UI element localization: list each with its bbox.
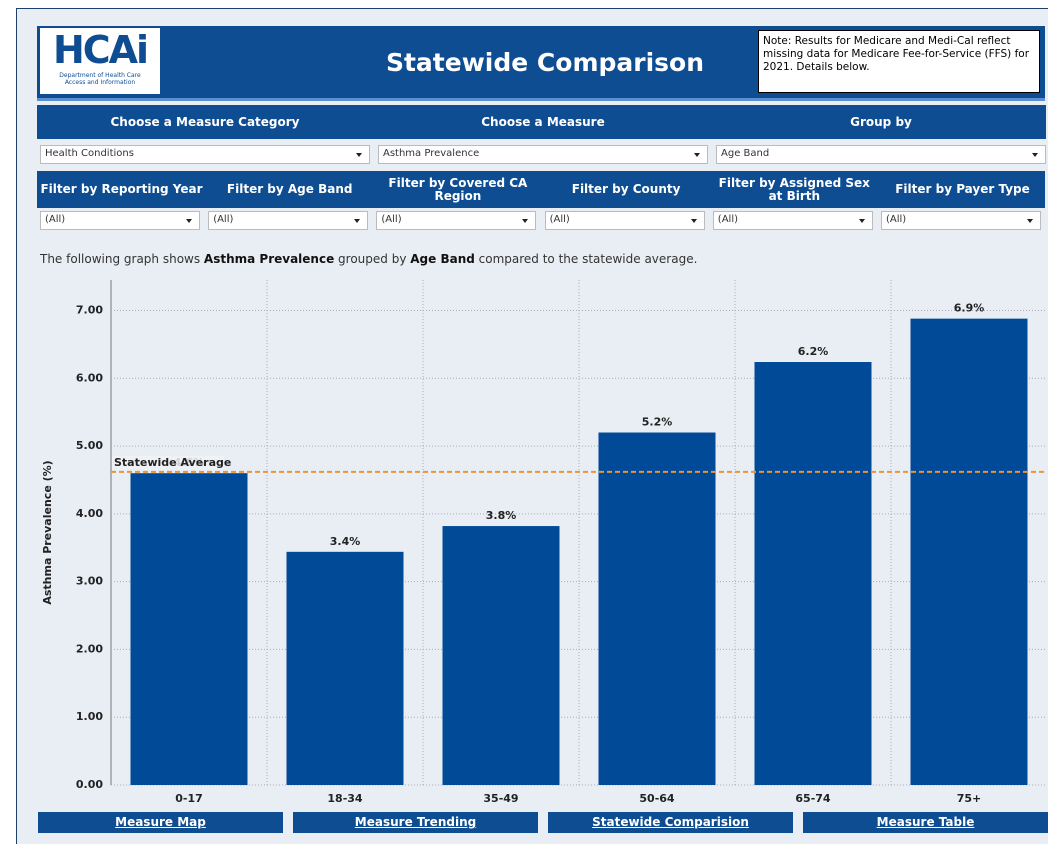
filter-label: Filter by Assigned Sex at Birth <box>712 171 876 208</box>
dropdown[interactable]: Asthma Prevalence <box>378 145 708 164</box>
data-label: 3.8% <box>486 509 517 522</box>
dropdown[interactable]: (All) <box>208 211 369 230</box>
desc-text: grouped by <box>334 252 411 266</box>
nav-button[interactable]: Measure Table <box>803 812 1048 833</box>
label-bar-bg <box>37 171 1045 208</box>
dropdown[interactable]: Health Conditions <box>40 145 370 164</box>
logo-subtext: Department of Health Care Access and Inf… <box>59 72 141 86</box>
bar <box>910 318 1028 785</box>
dropdown[interactable]: (All) <box>544 211 705 230</box>
y-tick-label: 1.00 <box>76 710 103 723</box>
y-tick-label: 2.00 <box>76 642 103 655</box>
y-axis-label: Asthma Prevalence (%) <box>41 460 54 604</box>
filter-label: Filter by Age Band <box>208 171 372 208</box>
nav-button[interactable]: Measure Map <box>38 812 283 833</box>
selector-label: Choose a Measure Category <box>40 105 370 139</box>
description: The following graph shows Asthma Prevale… <box>40 252 697 266</box>
x-tick-label: 50-64 <box>639 792 675 805</box>
x-tick-label: 35-49 <box>483 792 518 805</box>
y-tick-label: 6.00 <box>76 371 103 384</box>
y-tick-label: 3.00 <box>76 575 103 588</box>
reference-label-bg <box>112 455 224 470</box>
x-tick-label: 0-17 <box>175 792 203 805</box>
bar <box>442 526 560 785</box>
dropdown[interactable]: (All) <box>712 211 873 230</box>
logo[interactable]: HCAi Department of Health Care Access an… <box>40 28 160 94</box>
desc-measure: Asthma Prevalence <box>203 252 335 266</box>
bar <box>598 432 716 785</box>
bar <box>130 473 248 785</box>
filter-label: Filter by Covered CA Region <box>376 171 540 208</box>
desc-group: Age Band <box>410 252 475 266</box>
filter-label: Filter by Reporting Year <box>40 171 203 208</box>
dropdown[interactable]: (All) <box>881 211 1041 230</box>
data-label: 6.2% <box>798 345 829 358</box>
note: Note: Results for Medicare and Medi-Cal … <box>758 30 1040 93</box>
bar <box>754 362 872 785</box>
x-tick-label: 18-34 <box>327 792 363 805</box>
y-tick-label: 4.00 <box>76 507 103 520</box>
data-label: 5.2% <box>642 416 673 429</box>
dropdown[interactable]: (All) <box>40 211 200 230</box>
desc-text: The following graph shows <box>40 252 204 266</box>
page-title: Statewide Comparison <box>385 48 705 77</box>
y-tick-label: 5.00 <box>76 439 103 452</box>
x-tick-label: 65-74 <box>795 792 831 805</box>
dropdown[interactable]: Age Band <box>716 145 1046 164</box>
nav-button[interactable]: Measure Trending <box>293 812 538 833</box>
data-label: 6.9% <box>954 302 985 315</box>
filter-label: Filter by Payer Type <box>881 171 1044 208</box>
selector-label: Choose a Measure <box>378 105 708 139</box>
reference-label: Statewide Average <box>114 456 231 469</box>
desc-text: compared to the statewide average. <box>474 252 698 266</box>
dropdown[interactable]: (All) <box>376 211 537 230</box>
data-label: 3.4% <box>330 535 361 548</box>
bar <box>286 551 404 785</box>
y-tick-label: 7.00 <box>76 304 103 317</box>
y-tick-label: 0.00 <box>76 778 103 791</box>
filter-label: Filter by County <box>544 171 708 208</box>
selector-label: Group by <box>716 105 1046 139</box>
nav-button[interactable]: Statewide Comparision <box>548 812 793 833</box>
x-tick-label: 75+ <box>957 792 982 805</box>
logo-text: HCAi <box>52 28 149 72</box>
